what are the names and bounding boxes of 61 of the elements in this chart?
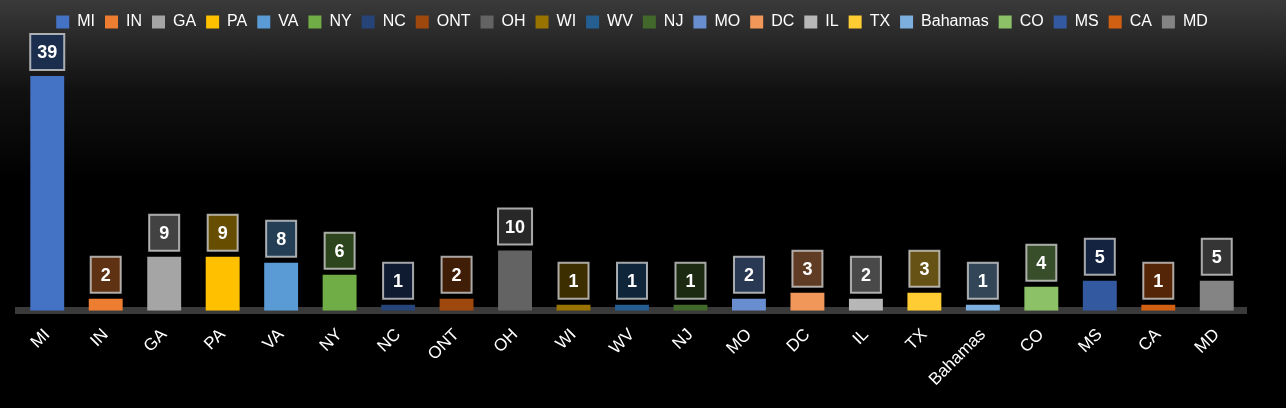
x-tick-label: GA (139, 324, 171, 356)
legend-label: VA (278, 12, 299, 30)
data-label: 5 (1094, 246, 1105, 267)
legend-label: IL (825, 12, 839, 30)
data-label: 4 (1036, 252, 1047, 273)
data-label: 3 (919, 258, 930, 279)
data-label: 1 (626, 270, 638, 291)
x-tick-label: VA (258, 324, 288, 354)
data-label: 2 (451, 264, 462, 285)
x-tick-label: OH (489, 324, 522, 357)
legend-label: OH (501, 12, 526, 30)
x-tick-label: IN (86, 324, 112, 351)
legend-label: MI (77, 12, 95, 30)
data-label: 9 (159, 222, 170, 243)
legend-label: WI (556, 12, 577, 30)
legend-label: CA (1129, 12, 1153, 30)
legend-label: DC (771, 12, 795, 30)
legend-label: CO (1019, 12, 1044, 30)
x-tick-label: IL (848, 324, 873, 349)
x-tick-label: MO (722, 324, 756, 358)
legend-label: GA (172, 12, 197, 30)
data-label: 10 (505, 216, 526, 237)
x-tick-label: WI (551, 324, 580, 353)
x-tick-label: MS (1074, 324, 1106, 357)
legend-label: Bahamas (921, 12, 989, 30)
data-label: 3 (802, 258, 813, 279)
data-label: 2 (100, 264, 111, 285)
data-label: 1 (977, 270, 988, 291)
data-label: 2 (743, 264, 754, 285)
data-label: 1 (685, 270, 696, 291)
legend-label: TX (869, 12, 891, 30)
x-tick-label: MD (1190, 324, 1223, 357)
x-tick-label: NY (315, 324, 346, 355)
x-tick-label: NJ (668, 324, 697, 353)
legend-label: NJ (663, 12, 684, 30)
legend-label: WV (607, 12, 634, 30)
legend-label: MD (1182, 12, 1208, 30)
x-tick-label: WV (605, 324, 639, 358)
legend-label: PA (227, 12, 248, 30)
legend-label: IN (125, 12, 142, 30)
data-label: 9 (217, 222, 228, 243)
x-tick-label: CO (1016, 324, 1048, 357)
x-tick-label: NC (373, 324, 405, 356)
legend-label: MO (714, 12, 741, 30)
data-label: 39 (37, 42, 58, 63)
data-label: 1 (568, 270, 579, 291)
x-tick-label: MI (26, 324, 54, 352)
data-label: 8 (276, 228, 287, 249)
data-label: 6 (334, 240, 345, 261)
x-tick-label: CA (1134, 324, 1165, 355)
data-label: 1 (393, 270, 404, 291)
x-tick-label: PA (200, 324, 230, 354)
data-label: 5 (1211, 246, 1222, 267)
data-label: 2 (860, 264, 871, 285)
legend-label: ONT (436, 12, 471, 30)
x-tick-label: TX (901, 324, 931, 354)
legend-label: NC (382, 12, 406, 30)
data-label: 1 (1153, 270, 1164, 291)
x-tick-label: DC (782, 324, 814, 356)
legend-label: MS (1074, 12, 1099, 30)
legend-label: NY (329, 12, 352, 30)
